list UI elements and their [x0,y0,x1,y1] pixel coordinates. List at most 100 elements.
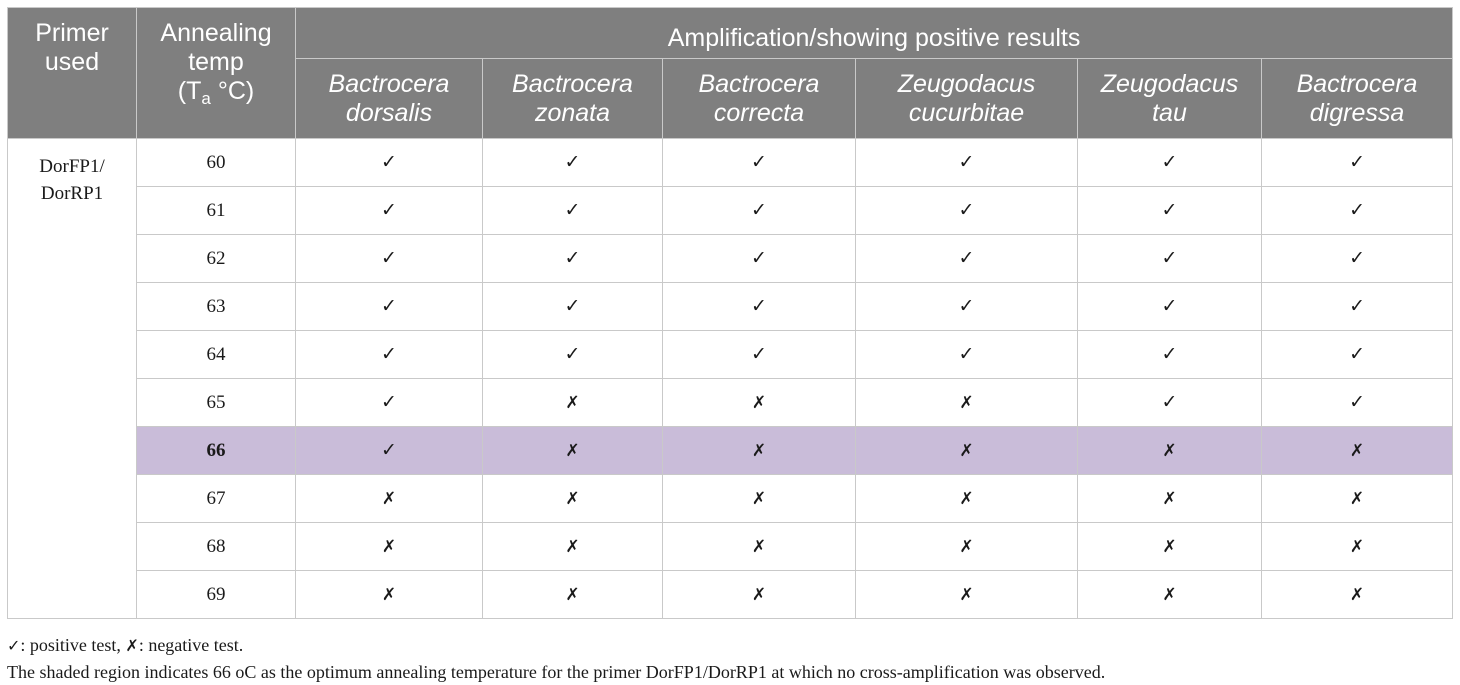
result-cell: ✓ [482,282,663,331]
result-cell: ✓ [1077,138,1262,187]
check-icon: ✓ [958,343,975,365]
result-cell: ✗ [1077,426,1262,475]
result-cell: ✓ [295,138,483,187]
check-icon: ✓ [751,247,767,269]
table-row: 67 ✗ ✗ ✗ ✗ ✗ ✗ [8,474,1454,523]
result-cell: ✗ [295,474,483,523]
result-cell: ✓ [855,330,1078,379]
header-species: Bactrocera digressa [1260,58,1454,139]
result-cell: ✓ [662,234,856,283]
cross-icon: ✗ [565,584,580,605]
temperature-cell: 62 [136,234,296,283]
result-cell: ✗ [1260,522,1454,571]
cross-icon: ✗ [959,488,974,509]
header-species-line: Bactrocera [1296,69,1418,98]
result-cell: ✗ [482,570,663,619]
result-cell: ✓ [1077,282,1262,331]
cross-icon: ✗ [381,488,397,509]
result-cell: ✗ [855,522,1078,571]
result-cell: ✓ [855,282,1078,331]
temperature-cell: 63 [136,282,296,331]
amplification-table: Primer used Annealing temp (Ta °C) Ampli… [7,7,1454,619]
check-icon: ✓ [1161,343,1178,365]
result-cell: ✓ [855,186,1078,235]
negative-cross-icon: ✗ [125,636,139,655]
table-row: 66 ✓ ✗ ✗ ✗ ✗ ✗ [8,426,1454,475]
check-icon: ✓ [751,151,767,173]
check-icon: ✓ [1161,295,1178,317]
cross-icon: ✗ [1349,584,1365,605]
legend-positive-text: : positive test, [20,635,126,655]
table-row: 68 ✗ ✗ ✗ ✗ ✗ ✗ [8,522,1454,571]
header-primer-line2: used [44,48,100,76]
cross-icon: ✗ [1162,488,1177,509]
check-icon: ✓ [564,151,581,173]
check-icon: ✓ [751,295,767,317]
result-cell: ✗ [1077,474,1262,523]
table-row: 64 ✓ ✓ ✓ ✓ ✓ ✓ [8,330,1454,379]
result-cell: ✓ [1260,234,1454,283]
result-cell: ✓ [1260,282,1454,331]
check-icon: ✓ [381,391,397,413]
cross-icon: ✗ [751,392,767,413]
check-icon: ✓ [958,199,975,221]
species-header-row: Bactrocera dorsalis Bactrocera zonata Bactro… [8,58,1454,139]
check-icon: ✓ [1161,247,1178,269]
temperature-cell: 65 [136,378,296,427]
table-row: 62 ✓ ✓ ✓ ✓ ✓ ✓ [8,234,1454,283]
cross-icon: ✗ [959,536,974,557]
cross-icon: ✗ [751,440,767,461]
table-row: 69 ✗ ✗ ✗ ✗ ✗ ✗ [8,570,1454,619]
cross-icon: ✗ [565,488,580,509]
result-cell: ✗ [1260,426,1454,475]
header-primer-line1: Primer [35,19,109,47]
header-annealing-temp: Annealing temp (Ta °C) [136,7,296,139]
result-cell: ✓ [482,138,663,187]
result-cell: ✗ [295,522,483,571]
cross-icon: ✗ [1162,536,1177,557]
cross-icon: ✗ [959,392,974,413]
result-cell: ✗ [1077,522,1262,571]
result-cell: ✓ [1260,186,1454,235]
result-cell: ✗ [662,570,856,619]
cross-icon: ✗ [751,488,767,509]
header-temp-line1: Annealing [160,19,272,47]
cross-icon: ✗ [1349,488,1365,509]
primer-label-line: DorRP1 [40,183,104,204]
result-cell: ✗ [855,426,1078,475]
temperature-cell: 68 [136,522,296,571]
cross-icon: ✗ [1349,536,1365,557]
result-cell: ✗ [662,378,856,427]
header-temp-line2: temp [188,48,244,76]
check-icon: ✓ [1349,343,1365,365]
result-cell: ✗ [482,522,663,571]
check-icon: ✓ [1161,199,1178,221]
primer-cell: DorFP1/DorRP1 [7,138,137,619]
temperature-cell: 67 [136,474,296,523]
table-row: DorFP1/DorRP1 60 ✓ ✓ ✓ ✓ ✓ ✓ [7,138,1454,619]
check-icon: ✓ [381,295,397,317]
check-icon: ✓ [1349,295,1365,317]
cross-icon: ✗ [959,584,974,605]
temperature-cell: 64 [136,330,296,379]
result-cell: ✗ [855,570,1078,619]
check-icon: ✓ [1161,151,1178,173]
result-cell: ✓ [1260,330,1454,379]
result-cell: ✓ [482,186,663,235]
header-species: Bactrocera zonata [482,58,663,139]
check-icon: ✓ [381,199,397,221]
result-cell: ✗ [1260,570,1454,619]
result-cell: ✓ [662,186,856,235]
result-cell: ✓ [662,138,856,187]
cross-icon: ✗ [381,536,397,557]
result-cell: ✓ [662,330,856,379]
result-cell: ✓ [295,426,483,475]
temperature-cell: 66 [136,426,296,475]
table-row: 65 ✓ ✗ ✗ ✗ ✓ ✓ [8,378,1454,427]
result-cell: ✓ [1077,186,1262,235]
cross-icon: ✗ [565,392,580,413]
header-species-line: cucurbitae [908,98,1025,127]
result-cell: ✓ [1077,330,1262,379]
result-cell: ✓ [1077,378,1262,427]
header-species-line: Zeugodacus [897,69,1036,98]
